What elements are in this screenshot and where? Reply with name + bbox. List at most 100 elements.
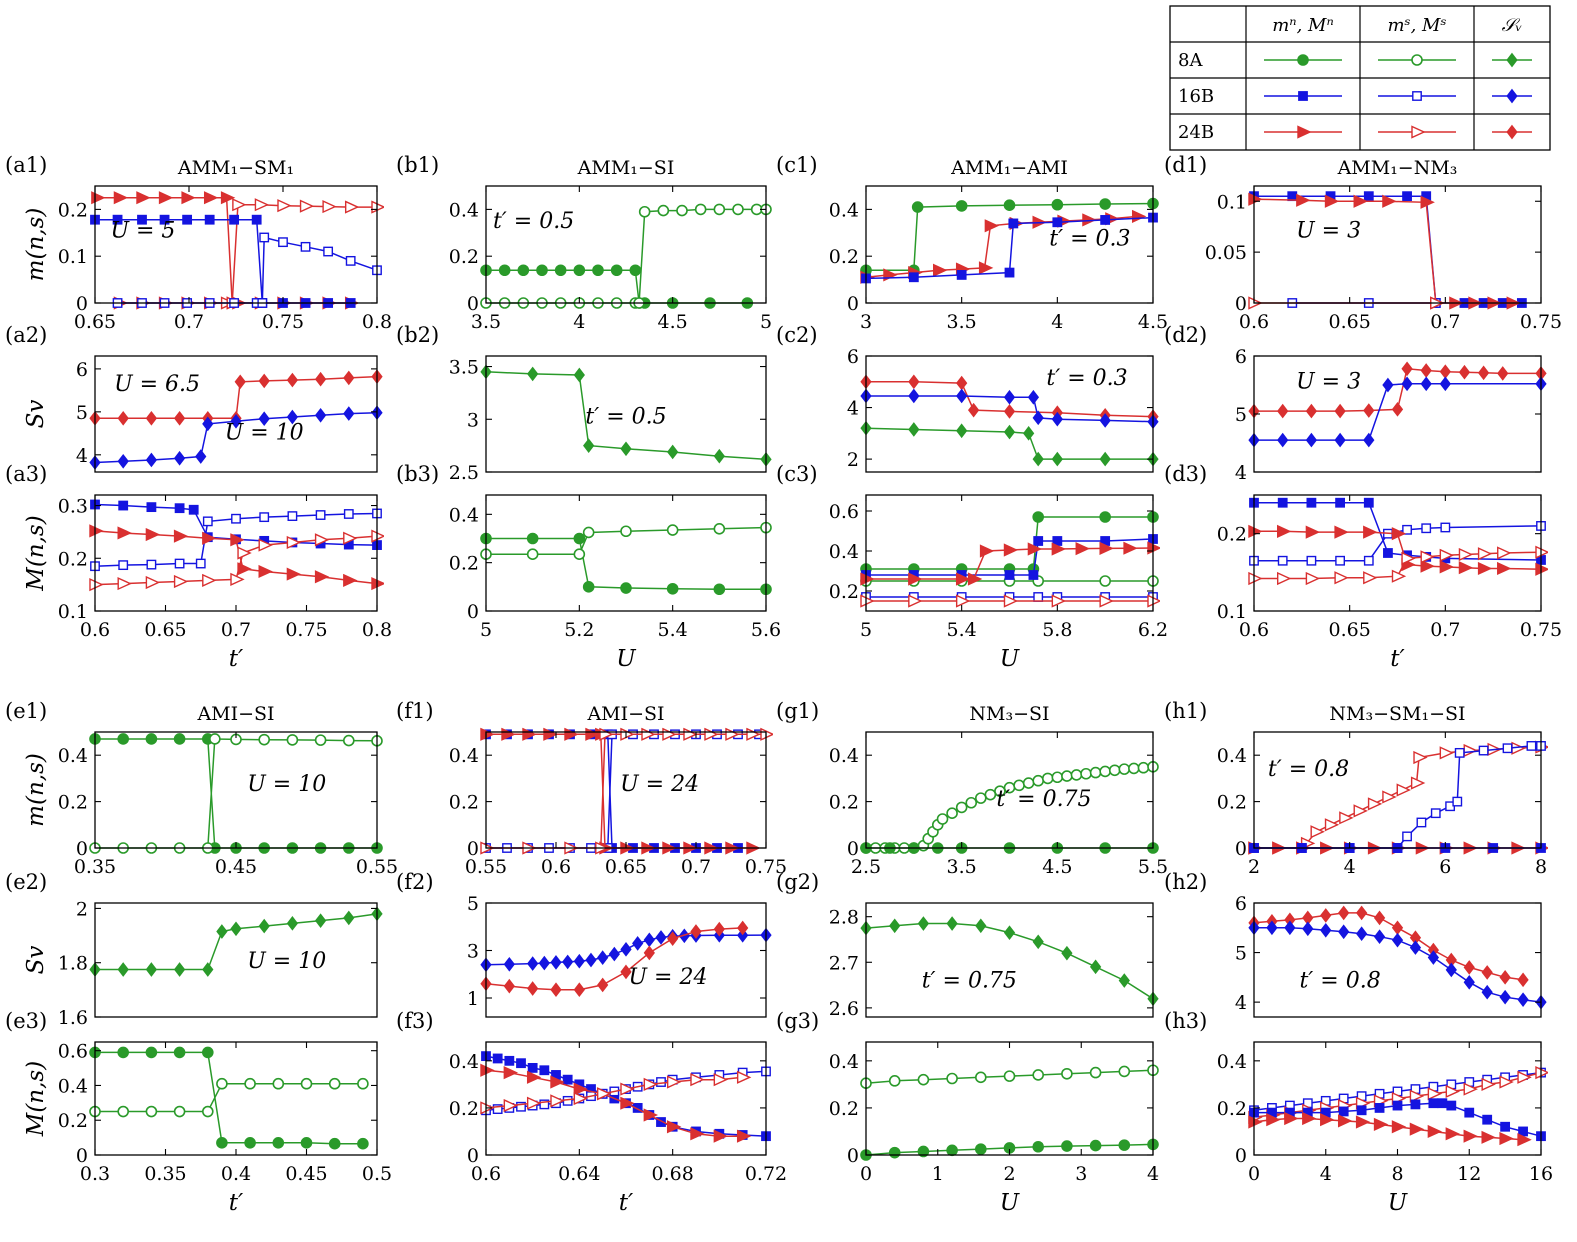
data-point-8A-s: [1041, 772, 1054, 785]
plot-frame: [94, 902, 378, 1018]
data-point-16B-v: [1463, 974, 1475, 990]
data-point-24B-n: [526, 1070, 542, 1084]
plot-frame: [865, 731, 1154, 849]
data-point-16B-v: [1409, 940, 1422, 955]
data-point-8A-v: [1089, 959, 1102, 975]
data-point-24B-s: [286, 535, 302, 550]
data-point-16B-n: [146, 502, 157, 513]
series-line-8A-n: [95, 1051, 363, 1145]
data-point-16B-v: [1320, 922, 1332, 938]
data-point-24B-v: [286, 372, 299, 388]
data-point-16B-n: [229, 214, 240, 225]
legend-marker: [1506, 88, 1518, 104]
data-point-16B-v: [1284, 920, 1296, 936]
x-tick-label: 4: [1320, 1163, 1332, 1185]
x-tick-label: 0.68: [652, 1163, 694, 1185]
x-tick-label: 0.72: [745, 1163, 787, 1185]
data-point-16B-v: [1305, 432, 1318, 448]
data-point-8A-n: [272, 1137, 285, 1149]
x-tick-label: 5.8: [1042, 619, 1072, 641]
data-point-8A-s: [936, 813, 949, 825]
data-point-16B-v: [1032, 410, 1044, 426]
panel-title: AMM₁−SM₁: [177, 157, 294, 179]
data-point-16B-s: [492, 1104, 503, 1114]
panel-e2: 1.6 1.8 2 (e2) Sv U = 10: [5, 870, 383, 1029]
data-point-24B-v: [1363, 403, 1375, 418]
data-point-24B-n: [1248, 1115, 1263, 1129]
data-point-8A-s: [117, 1105, 129, 1118]
plot-frame: [485, 185, 767, 304]
data-point-16B-v: [655, 930, 667, 945]
x-tick-label: 5: [480, 619, 492, 641]
annotation: U = 5: [110, 218, 175, 243]
plot-frame: [1253, 494, 1542, 612]
data-point-24B-s: [89, 578, 104, 592]
data-point-24B-s: [202, 573, 217, 588]
panel-g1: 2.5 3.5 4.5 5.5 0 0.2 0.4 (g1) NM₃−SI t′ = 0.75: [776, 699, 1168, 878]
data-point-24B-n: [1027, 542, 1043, 556]
series-line-8A-v: [485, 371, 767, 461]
data-point-16B-n: [1004, 267, 1015, 278]
y-tick-label: 0: [1235, 293, 1247, 315]
data-point-16B-s: [174, 558, 185, 569]
data-point-24B-v: [343, 370, 355, 386]
data-point-16B-s: [1502, 743, 1513, 754]
data-point-24B-n: [736, 1129, 752, 1143]
series-line-16B-v: [1254, 383, 1541, 441]
data-point-8A-n: [1003, 199, 1016, 211]
data-point-24B-s: [1409, 1089, 1425, 1103]
y-tick-label: 0.2: [58, 1110, 88, 1132]
y-tick-label: 0: [76, 838, 88, 860]
data-point-8A-v: [1003, 424, 1016, 440]
data-point-24B-v: [1439, 364, 1451, 379]
data-point-8A-s: [145, 1105, 158, 1118]
x-tick-label: 8: [1535, 856, 1547, 878]
data-point-8A-s: [1089, 1066, 1102, 1079]
data-point-24B-v: [1355, 905, 1368, 921]
x-tick-label: 5: [760, 311, 772, 333]
data-point-8A-n: [328, 1137, 341, 1150]
data-point-24B-s: [344, 200, 360, 214]
data-point-24B-v: [1338, 905, 1350, 921]
data-point-8A-v: [667, 444, 679, 460]
y-tick-label: 0.2: [1217, 524, 1247, 546]
data-point-24B-s: [1420, 550, 1435, 564]
data-point-16B-n: [182, 214, 193, 225]
data-point-24B-s: [371, 200, 384, 214]
data-point-8A-s: [300, 1077, 313, 1090]
data-point-16B-v: [117, 453, 129, 469]
data-point-8A-n: [620, 582, 632, 594]
data-point-24B-n: [1420, 195, 1435, 209]
data-point-8A-s: [216, 1077, 228, 1090]
x-tick-label: 0.8: [362, 619, 392, 641]
data-point-24B-s: [1367, 797, 1383, 811]
data-point-16B-v: [1099, 413, 1111, 428]
data-point-24B-s: [1497, 546, 1512, 560]
y-tick-label: 0.4: [58, 1075, 88, 1097]
legend-marker: [1411, 54, 1423, 66]
x-axis-label: U: [616, 646, 637, 672]
data-point-16B-v: [343, 406, 355, 421]
data-point-8A-s: [582, 526, 595, 539]
data-point-24B-n: [933, 263, 948, 277]
data-point-24B-v: [1003, 404, 1016, 419]
data-point-8A-s: [1099, 575, 1111, 587]
data-point-24B-n: [1363, 525, 1378, 539]
data-point-24B-v: [690, 924, 702, 939]
x-tick-label: 0.6: [1239, 619, 1269, 641]
data-point-16B-s: [1402, 524, 1412, 535]
panel-e3: 0.3 0.35 0.4 0.45 0.5 0 0.2 0.4 0.6 (e3) t′ M(n,s): [5, 1009, 392, 1216]
data-point-16B-n: [1356, 1105, 1367, 1116]
data-point-8A-n: [300, 1137, 313, 1149]
x-tick-label: 0: [860, 1163, 872, 1185]
data-point-8A-n: [666, 582, 679, 595]
annotation: U = 10: [247, 772, 326, 797]
data-point-8A-v: [202, 962, 214, 977]
data-point-8A-n: [610, 264, 623, 277]
x-tick-label: 0.65: [144, 619, 186, 641]
y-tick-label: 0.2: [829, 792, 859, 814]
x-tick-label: 0.6: [541, 856, 571, 878]
data-point-16B-s: [343, 509, 354, 519]
x-tick-label: 0.65: [74, 311, 116, 333]
x-tick-label: 0.64: [558, 1163, 600, 1185]
